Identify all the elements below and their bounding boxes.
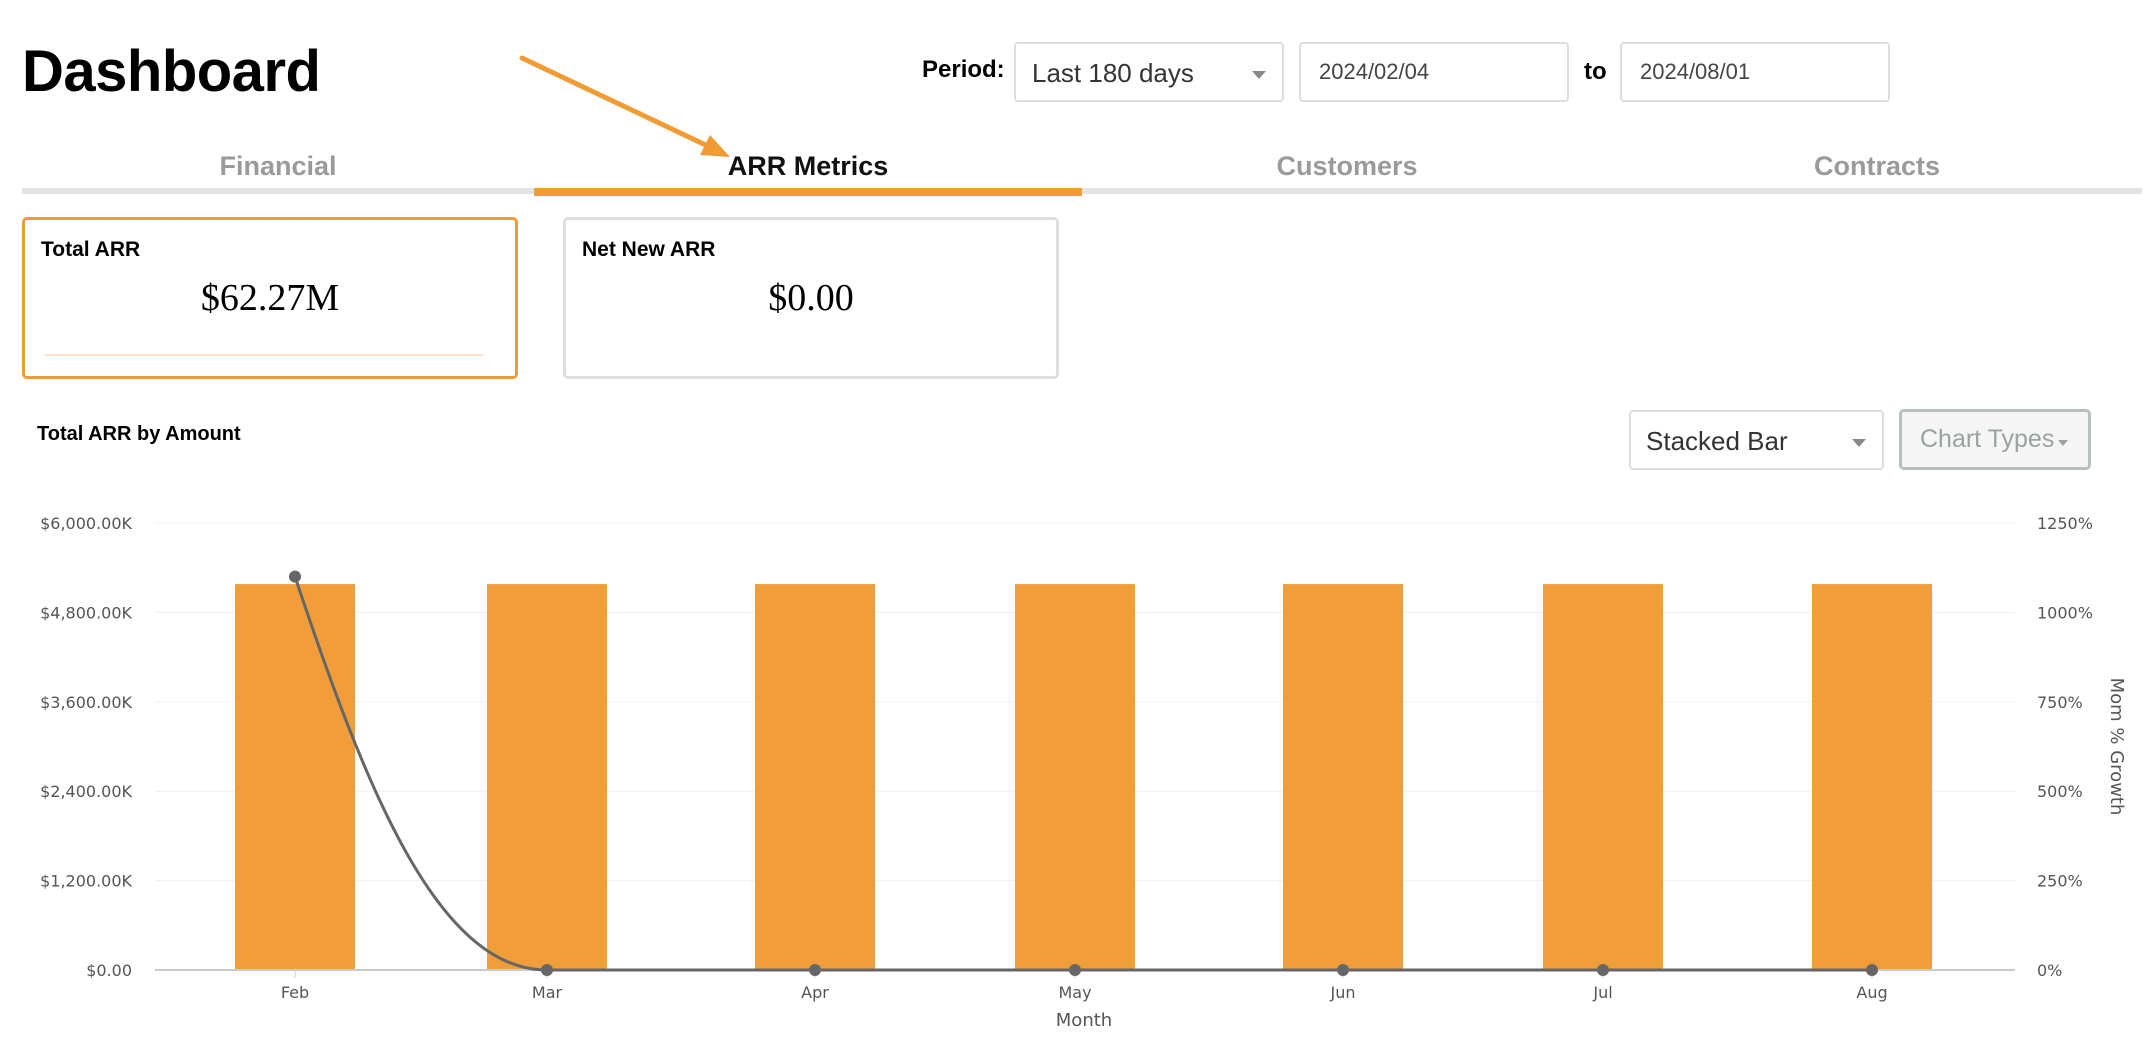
growth-point — [289, 570, 301, 583]
chart-types-button-label: Chart Types — [1920, 425, 2055, 453]
x-tick-label: May — [1058, 983, 1091, 1002]
arr-chart: $0.00 $1,200.00K $2,400.00K $3,600.00K $4,80… — [40, 514, 2127, 1031]
y-tick-label: $0.00 — [86, 961, 132, 980]
y2-tick-label: 0% — [2037, 961, 2062, 980]
start-date-input[interactable] — [1299, 42, 1569, 102]
y-tick-label: $2,400.00K — [40, 782, 132, 801]
x-tick-label: Apr — [801, 983, 829, 1002]
x-tick-label: Feb — [281, 983, 309, 1002]
x-tick-label: Mar — [532, 983, 563, 1002]
kpi-label: Total ARR — [41, 238, 141, 261]
kpi-label: Net New ARR — [582, 238, 716, 261]
y2-tick-label: 1250% — [2037, 514, 2093, 533]
chart-type-select-value: Stacked Bar — [1646, 426, 1788, 456]
period-select-value: Last 180 days — [1032, 58, 1194, 88]
y2-tick-label: 750% — [2037, 693, 2083, 712]
period-label: Period: — [922, 56, 1005, 83]
kpi-value: $62.27M — [200, 277, 340, 319]
y-tick-label: $3,600.00K — [40, 693, 132, 712]
x-tick-label: Aug — [1856, 983, 1887, 1002]
kpi-divider — [45, 354, 483, 356]
growth-point — [1069, 964, 1081, 976]
tab-contracts[interactable]: Contracts — [1813, 151, 1941, 181]
chart-type-select[interactable]: Stacked Bar — [1629, 410, 1884, 470]
growth-point — [541, 964, 553, 976]
growth-point — [1337, 964, 1349, 976]
chart-title: Total ARR by Amount — [37, 423, 241, 445]
page-title: Dashboard — [22, 39, 321, 104]
y2-tick-label: 500% — [2037, 782, 2083, 801]
growth-point — [1597, 964, 1609, 976]
chevron-down-icon — [2058, 440, 2068, 446]
y-tick-label: $4,800.00K — [40, 603, 132, 622]
tab-bar: Financial ARR Metrics Customers Contract… — [22, 148, 2142, 196]
tab-arr-metrics[interactable]: ARR Metrics — [534, 148, 1082, 196]
chart-types-button[interactable]: Chart Types — [1899, 409, 2091, 470]
x-tick-label: Jun — [1330, 983, 1356, 1002]
kpi-card-total-arr[interactable]: Total ARR $62.27M — [22, 217, 518, 379]
x-tick-label: Jul — [1592, 983, 1612, 1002]
tab-customers[interactable]: Customers — [1276, 151, 1418, 181]
tab-financial[interactable]: Financial — [219, 151, 337, 181]
bar — [1543, 584, 1663, 970]
kpi-value: $0.00 — [768, 277, 854, 319]
bar — [487, 584, 607, 970]
y2-tick-label: 250% — [2037, 872, 2083, 891]
growth-point — [1866, 964, 1878, 976]
to-label: to — [1584, 58, 1607, 85]
bar — [1015, 584, 1135, 970]
growth-point — [809, 964, 821, 976]
y-tick-label: $1,200.00K — [40, 872, 132, 891]
bar — [1812, 584, 1932, 970]
end-date-input[interactable] — [1620, 42, 1890, 102]
x-axis-title: Month — [1056, 1010, 1112, 1031]
kpi-card-net-new-arr[interactable]: Net New ARR $0.00 — [563, 217, 1059, 379]
y2-axis-title: Mom % Growth — [2106, 678, 2127, 816]
chevron-down-icon — [1852, 439, 1866, 447]
bar — [235, 584, 355, 970]
period-select[interactable]: Last 180 days — [1014, 42, 1284, 102]
bar — [755, 584, 875, 970]
y2-tick-label: 1000% — [2037, 603, 2093, 622]
y-tick-label: $6,000.00K — [40, 514, 132, 533]
chevron-down-icon — [1252, 71, 1266, 79]
bar — [1283, 584, 1403, 970]
